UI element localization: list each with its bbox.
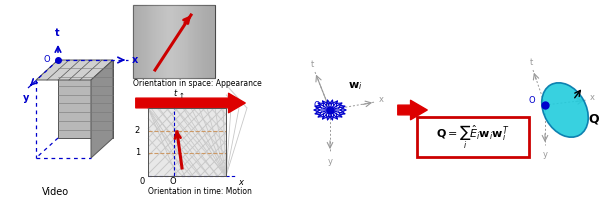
Polygon shape [58,60,113,138]
Text: O: O [313,101,320,110]
Text: $\mathbf{Q} = \sum_i \hat{E}_i \mathbf{w}_i \mathbf{w}_i^T$: $\mathbf{Q} = \sum_i \hat{E}_i \mathbf{w… [436,123,509,151]
Polygon shape [91,60,113,158]
Ellipse shape [542,83,588,137]
Text: Video: Video [41,187,68,197]
Text: y: y [542,150,548,159]
FancyArrowPatch shape [136,93,245,113]
Text: t: t [55,28,59,38]
FancyBboxPatch shape [417,117,529,157]
Text: $\uparrow$: $\uparrow$ [177,90,185,100]
Text: 2: 2 [135,126,140,135]
Bar [148,108,226,176]
Text: Orientation in space: Appearance: Orientation in space: Appearance [133,79,262,88]
Text: O: O [43,55,50,64]
Text: Orientation in time: Motion: Orientation in time: Motion [148,187,252,196]
Text: x: x [379,95,384,104]
Text: y: y [328,157,332,166]
Polygon shape [36,60,113,80]
Bar [133,5,215,78]
Text: $\mathbf{w}_i$: $\mathbf{w}_i$ [348,80,362,92]
Text: O: O [529,96,535,105]
Text: $\mathbf{Q}$: $\mathbf{Q}$ [588,113,600,126]
Text: y: y [23,93,29,103]
Text: x: x [238,178,243,187]
Text: t: t [173,89,176,98]
Text: t: t [529,58,533,67]
Text: 1: 1 [135,148,140,157]
Text: x: x [132,55,138,65]
Text: O: O [170,177,176,186]
Bar [148,108,226,176]
Text: t: t [310,60,314,69]
Text: x: x [590,93,595,102]
FancyArrowPatch shape [398,100,427,120]
Text: 0: 0 [139,177,145,186]
